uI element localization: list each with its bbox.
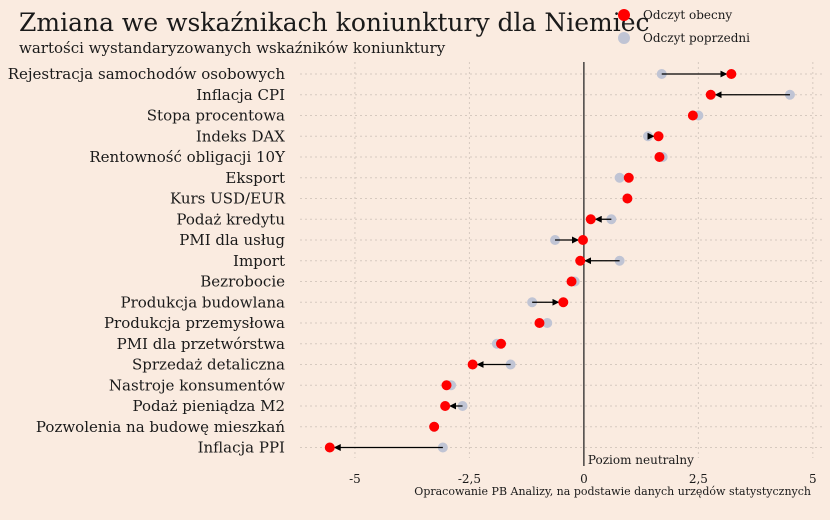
current-value-dot: [577, 235, 588, 245]
legend-item-current: Odczyt obecny: [618, 3, 750, 26]
category-label: Inflacja CPI: [196, 86, 285, 104]
category-label: Bezrobocie: [200, 273, 285, 291]
current-value-dot: [653, 131, 664, 142]
current-value-dot: [324, 442, 335, 453]
current-value-dot: [566, 276, 577, 287]
current-value-dot: [726, 69, 737, 79]
current-value-dot: [534, 318, 545, 328]
current-value-dot: [585, 214, 596, 225]
category-label: Import: [233, 252, 285, 270]
category-label: Pozwolenia na budowę mieszkań: [36, 418, 285, 436]
current-value-dot: [705, 89, 716, 100]
current-value-dot: [623, 172, 634, 183]
previous-value-dot: [614, 172, 625, 183]
previous-value-dot: [542, 318, 553, 328]
category-label: Stopa procentowa: [147, 107, 285, 125]
current-value-dot: [441, 380, 452, 391]
current-value-dot: [654, 152, 665, 162]
category-label: Indeks DAX: [196, 127, 285, 145]
legend-label-previous: Odczyt poprzedni: [643, 30, 750, 45]
category-label: Eksport: [225, 169, 285, 187]
legend-item-previous: Odczyt poprzedni: [618, 26, 750, 49]
neutral-reference-label: Poziom neutralny: [588, 453, 694, 467]
category-label: Podaż pieniądza M2: [132, 397, 285, 415]
current-value-dot: [496, 338, 507, 349]
current-value-dot: [467, 359, 478, 370]
legend: Odczyt obecny Odczyt poprzedni: [618, 3, 750, 49]
legend-marker-current: [618, 8, 630, 21]
x-tick-label: -5: [349, 472, 361, 486]
category-label: Produkcja przemysłowa: [104, 314, 285, 332]
chart-title: Zmiana we wskaźnikach koniunktury dla Ni…: [19, 8, 650, 37]
category-label: Produkcja budowlana: [121, 293, 286, 311]
category-label: Nastroje konsumentów: [109, 376, 285, 394]
category-label: Sprzedaż detaliczna: [132, 356, 285, 374]
current-value-dot: [575, 255, 586, 266]
current-value-dot: [687, 110, 698, 121]
category-label: Rentowność obligacji 10Y: [89, 148, 286, 166]
category-label: Rejestracja samochodów osobowych: [8, 65, 286, 83]
category-label: Inflacja PPI: [198, 439, 285, 457]
x-tick-label: 5: [809, 472, 817, 486]
source-note: Opracowanie PB Analizy, na podstawie dan…: [414, 485, 811, 498]
current-value-dot: [440, 401, 451, 411]
category-label: PMI dla przetwórstwa: [117, 335, 285, 353]
x-tick-label: 0: [580, 472, 588, 486]
x-tick-label: 2,5: [689, 472, 708, 486]
legend-label-current: Odczyt obecny: [643, 7, 733, 22]
current-value-dot: [429, 421, 440, 432]
chart-subtitle: wartości wystandaryzowanych wskaźników k…: [19, 39, 446, 57]
legend-marker-previous: [618, 31, 630, 44]
x-tick-label: -2,5: [458, 472, 481, 486]
current-value-dot: [558, 297, 569, 308]
category-label: Podaż kredytu: [176, 210, 285, 228]
current-value-dot: [622, 193, 633, 204]
category-label: Kurs USD/EUR: [170, 190, 286, 208]
category-label: PMI dla usług: [179, 231, 285, 249]
